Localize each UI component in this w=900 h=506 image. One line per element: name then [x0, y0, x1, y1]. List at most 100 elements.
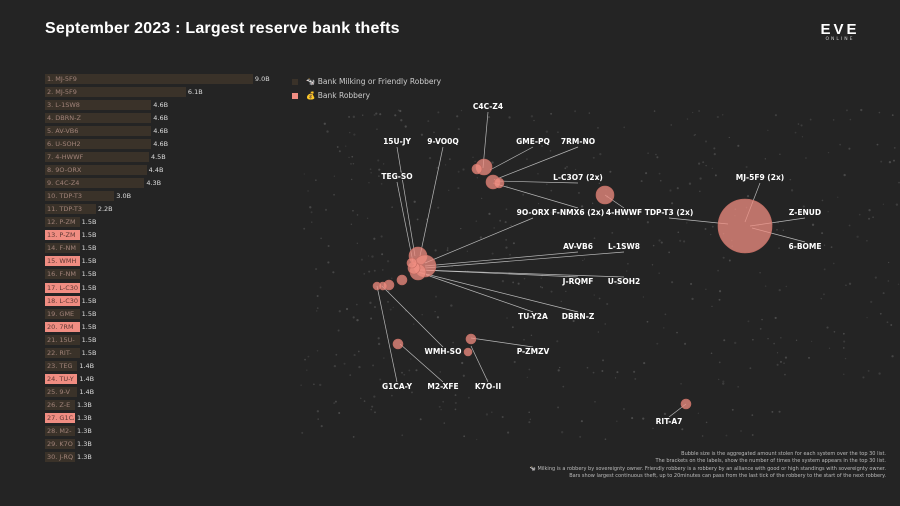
- map-dust-point: [722, 380, 725, 383]
- system-label: P-ZMZV: [517, 347, 550, 356]
- map-dust-point: [658, 239, 661, 242]
- bar-label: 15. WMH: [47, 257, 77, 266]
- map-dust-point: [614, 377, 617, 379]
- map-dust-point: [537, 172, 539, 175]
- map-dust-point: [580, 420, 583, 423]
- map-dust-point: [833, 330, 836, 333]
- map-dust-point: [412, 323, 415, 325]
- bar-row: 16. F-NM 1.5B: [45, 268, 305, 281]
- map-dust-point: [560, 431, 564, 434]
- map-dust-point: [601, 370, 604, 372]
- map-dust-point: [848, 224, 851, 227]
- bar-label: 24. TU-Y: [47, 374, 74, 383]
- map-dust-point: [577, 191, 581, 195]
- map-dust-point: [701, 435, 704, 437]
- bar-value-label: 1.5B: [81, 296, 97, 305]
- bar-label: 16. F-NM: [47, 270, 76, 279]
- map-dust-point: [782, 174, 785, 177]
- map-dust-point: [507, 431, 510, 434]
- map-dust-point: [874, 276, 877, 279]
- system-label: 4-HWWF: [606, 208, 642, 217]
- map-dust-point: [373, 269, 376, 272]
- map-dust-point: [356, 303, 358, 306]
- map-dust-point: [688, 182, 692, 185]
- map-dust-point: [823, 244, 826, 246]
- map-dust-point: [316, 350, 319, 352]
- legend-item-milking: 🐄 Bank Milking or Friendly Robbery: [292, 75, 441, 89]
- map-dust-point: [640, 180, 643, 183]
- map-dust-point: [381, 253, 384, 256]
- map-dust-point: [564, 167, 567, 170]
- map-dust-point: [557, 131, 559, 133]
- map-dust-point: [594, 400, 596, 403]
- bar-row: 13. P-ZM 1.5B: [45, 229, 305, 242]
- bar-label: 14. F-NM: [47, 244, 76, 253]
- map-dust-point: [810, 340, 813, 343]
- bar-label: 4. DBRN-Z: [47, 113, 81, 122]
- leader-line: [396, 146, 416, 257]
- map-dust-point: [582, 259, 584, 262]
- map-dust-point: [353, 133, 356, 136]
- map-dust-point: [699, 190, 701, 193]
- map-dust-point: [698, 162, 701, 165]
- map-dust-point: [656, 156, 659, 159]
- bar-row: 22. RIT- 1.5B: [45, 346, 305, 359]
- bar-value-label: 1.3B: [77, 453, 92, 462]
- map-dust-point: [892, 159, 896, 162]
- map-dust-point: [501, 415, 504, 419]
- map-dust-point: [779, 153, 781, 155]
- map-dust-point: [332, 271, 335, 274]
- map-dust-point: [324, 208, 328, 211]
- map-dust-point: [370, 408, 373, 411]
- map-dust-point: [897, 283, 900, 286]
- map-dust-point: [550, 189, 553, 192]
- map-dust-point: [830, 246, 833, 249]
- bar-value-label: 1.5B: [81, 283, 97, 292]
- map-dust-point: [410, 358, 412, 360]
- map-dust-point: [860, 108, 863, 112]
- bar: [45, 204, 96, 215]
- leader-line: [495, 180, 579, 184]
- bar-value-label: 4.6B: [153, 126, 169, 135]
- bar-value-label: 4.3B: [146, 179, 162, 187]
- map-dust-point: [540, 277, 543, 280]
- bar-row: 12. P-ZM 1.5B: [45, 216, 305, 229]
- map-dust-point: [592, 371, 595, 374]
- map-dust-point: [891, 114, 894, 117]
- map-dust-point: [705, 421, 708, 424]
- page-title: September 2023 : Largest reserve bank th…: [45, 20, 400, 37]
- map-dust-point: [731, 408, 734, 411]
- map-dust-point: [722, 382, 725, 385]
- map-dust-point: [391, 206, 393, 208]
- bar: [45, 151, 149, 162]
- map-dust-point: [420, 133, 424, 136]
- bar-label: 3. L-1SW8: [47, 100, 80, 109]
- bar-row: 14. F-NM 1.5B: [45, 242, 305, 255]
- map-dust-point: [374, 411, 376, 414]
- map-dust-point: [808, 356, 810, 359]
- map-dust-point: [680, 382, 682, 385]
- map-dust-point: [466, 250, 468, 252]
- map-dust-point: [537, 203, 540, 205]
- bar: [45, 164, 147, 175]
- map-dust-point: [749, 367, 752, 370]
- bar: [45, 99, 152, 110]
- map-dust-point: [832, 262, 835, 265]
- map-dust-point: [705, 288, 707, 291]
- system-label: TDP-T3 (2x): [645, 208, 694, 217]
- map-dust-point: [594, 140, 596, 142]
- map-dust-point: [801, 136, 804, 138]
- map-dust-point: [373, 305, 377, 309]
- map-dust-point: [474, 160, 476, 163]
- map-dust-point: [352, 163, 355, 165]
- map-dust-point: [533, 119, 535, 122]
- map-dust-point: [793, 248, 796, 251]
- leader-line: [381, 285, 444, 348]
- map-dust-point: [550, 290, 553, 293]
- bar-row: 17. L-C30 1.5B: [45, 281, 305, 294]
- system-label: GME-PQ: [516, 137, 550, 146]
- bar-label: 1. MJ-5F9: [47, 74, 77, 83]
- map-dust-point: [457, 170, 460, 173]
- map-dust-point: [878, 372, 881, 375]
- map-dust-point: [771, 410, 774, 413]
